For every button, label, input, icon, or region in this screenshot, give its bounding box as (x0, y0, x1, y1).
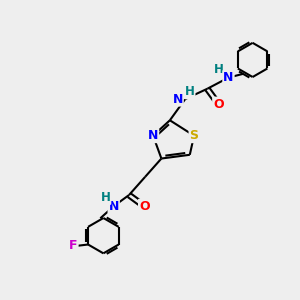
Text: H: H (185, 85, 194, 98)
Text: N: N (172, 93, 183, 106)
Text: N: N (148, 129, 158, 142)
Text: N: N (109, 200, 119, 213)
Text: N: N (223, 71, 234, 84)
Text: S: S (190, 129, 199, 142)
Text: H: H (100, 191, 110, 204)
Text: H: H (214, 63, 224, 76)
Text: O: O (139, 200, 150, 213)
Text: F: F (69, 239, 78, 253)
Text: O: O (213, 98, 224, 111)
